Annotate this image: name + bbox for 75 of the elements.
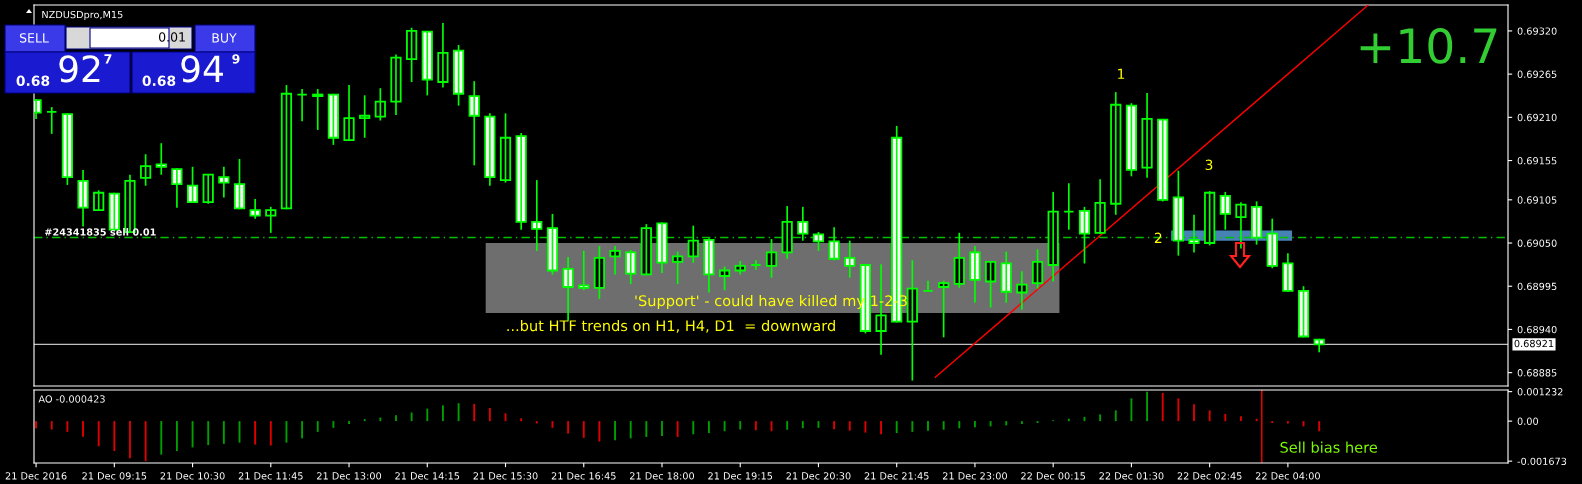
candlestick xyxy=(1063,183,1075,230)
candlestick xyxy=(77,169,89,227)
x-tick-label: 21 Dec 21:45 xyxy=(864,472,929,480)
x-tick-label: 21 Dec 10:30 xyxy=(160,472,225,480)
candlestick xyxy=(343,85,355,142)
candlestick xyxy=(1188,214,1200,253)
x-tick-label: 21 Dec 13:00 xyxy=(317,472,382,480)
y-tick-label: 0.69155 xyxy=(1517,157,1557,165)
x-tick-label: 21 Dec 14:15 xyxy=(395,472,460,480)
candlestick xyxy=(593,246,605,299)
y-tick-label: 0.00 xyxy=(1517,417,1539,425)
annotation: SELL xyxy=(19,33,49,43)
annotation: +10.7 xyxy=(1360,27,1497,64)
annotation: 7 xyxy=(104,54,112,64)
candlestick xyxy=(656,222,668,273)
ref-line-label: #24341835 sell 0.01 xyxy=(44,228,156,236)
candlestick xyxy=(640,224,652,276)
candlestick xyxy=(437,23,449,88)
candlestick xyxy=(1141,92,1153,178)
x-tick-label: 22 Dec 02:45 xyxy=(1177,472,1242,480)
annotation: 0.68 xyxy=(16,75,50,87)
ref-line-label: Sell bias here xyxy=(1280,441,1378,453)
x-tick-label: 21 Dec 18:00 xyxy=(630,472,695,480)
candlestick xyxy=(202,173,214,204)
candlestick xyxy=(938,280,950,338)
candlestick xyxy=(140,154,152,186)
y-tick-label: 0.69050 xyxy=(1517,239,1557,247)
y-tick-label: 0.68940 xyxy=(1517,325,1557,334)
annotation: 3 xyxy=(1205,159,1213,171)
candlestick xyxy=(1204,191,1216,246)
y-tick-label: 0.68995 xyxy=(1517,282,1557,291)
candlestick xyxy=(1078,206,1091,264)
x-tick-label: 21 Dec 09:15 xyxy=(82,472,147,480)
x-tick-label: 21 Dec 15:30 xyxy=(473,472,538,480)
annotation: 92 xyxy=(59,55,100,83)
candlestick xyxy=(452,45,465,106)
x-tick-label: 22 Dec 04:00 xyxy=(1255,472,1320,480)
chart-title: AO -0.000423 xyxy=(38,395,105,403)
x-tick-label: 21 Dec 2016 xyxy=(5,472,67,480)
candlestick xyxy=(750,260,762,270)
candlestick xyxy=(390,54,402,116)
annotation: BUY xyxy=(212,33,237,43)
y-tick-label: 0.69265 xyxy=(1517,70,1557,78)
y-tick-label: 0.68885 xyxy=(1517,369,1557,377)
x-tick-label: 21 Dec 23:00 xyxy=(942,472,1007,480)
x-tick-label: 22 Dec 00:15 xyxy=(1021,472,1086,480)
annotation: 1 xyxy=(1118,68,1125,79)
candlestick xyxy=(46,107,58,134)
annotation: ...but HTF trends on H1, H4, D1 = downward xyxy=(507,319,835,333)
candlestick xyxy=(296,89,308,122)
y-tick-label: 0.69210 xyxy=(1517,113,1557,122)
y-tick-label: -0.001673 xyxy=(1517,457,1567,465)
candlestick xyxy=(233,158,246,210)
annotation: 0.68 xyxy=(142,75,176,87)
candlestick xyxy=(406,27,418,83)
candlestick xyxy=(327,93,339,145)
candlestick xyxy=(171,168,183,208)
x-tick-label: 21 Dec 19:15 xyxy=(708,472,773,480)
y-tick-label: 0.001232 xyxy=(1517,388,1563,396)
x-tick-label: 21 Dec 20:30 xyxy=(786,472,851,480)
candlestick xyxy=(922,280,934,292)
x-tick-label: 22 Dec 01:30 xyxy=(1099,472,1164,480)
annotation: 9 xyxy=(232,54,240,64)
text: NZDUSDpro,M15 xyxy=(42,10,123,21)
y-tick-label: 0.69105 xyxy=(1517,196,1557,204)
x-tick-label: 21 Dec 16:45 xyxy=(551,472,616,480)
candlestick xyxy=(672,251,684,284)
candlestick xyxy=(765,239,778,278)
y-tick-label: 0.69320 xyxy=(1517,27,1557,35)
x-tick-label: 21 Dec 11:45 xyxy=(238,472,303,480)
candlestick xyxy=(1172,170,1184,256)
ref-line-label: 0.68921 xyxy=(1514,339,1554,348)
annotation: 94 xyxy=(181,55,223,83)
candlestick xyxy=(61,113,73,185)
candlestick xyxy=(1031,249,1044,289)
